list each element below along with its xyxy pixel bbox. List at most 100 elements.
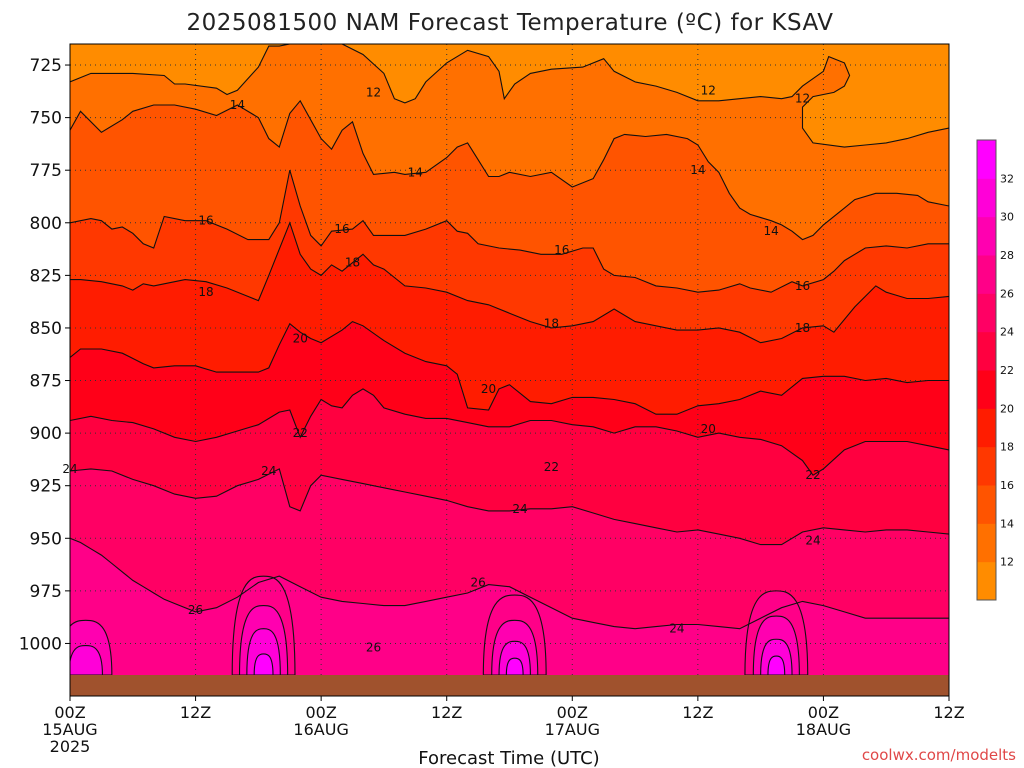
x-tick-label-h48-2: 17AUG <box>545 720 600 739</box>
colorbar-swatch-26 <box>977 255 996 294</box>
warm-core-2-contour-30 <box>760 638 793 676</box>
warm-core-3-contour-28 <box>70 619 113 676</box>
y-tick-label-875: 875 <box>30 372 62 392</box>
colorbar-tick-18: 18 <box>1000 441 1014 454</box>
colorbar-swatch-28 <box>977 216 996 256</box>
contour-label-18-2: 18 <box>544 317 559 331</box>
temperature-fill-layer <box>70 44 949 696</box>
y-tick-label-750: 750 <box>30 109 62 129</box>
colorbar-tick-12: 12 <box>1000 556 1014 569</box>
colorbar-tick-16: 16 <box>1000 479 1014 492</box>
warm-core-1-contour-28 <box>491 619 539 676</box>
y-tick-label-850: 850 <box>30 319 62 339</box>
contour-20 <box>70 320 949 415</box>
warm-core-0-fill-32 <box>254 653 274 675</box>
colorbar-swatch-32 <box>977 140 996 179</box>
chart-title: 2025081500 NAM Forecast Temperature (ºC)… <box>186 10 833 36</box>
warm-core-2-contour-32 <box>767 655 786 676</box>
colorbar-tick-30: 30 <box>1000 211 1014 224</box>
contour-label-16-2: 16 <box>554 243 569 257</box>
y-tick-label-1000: 1000 <box>19 634 62 654</box>
colorbar-swatch-22 <box>977 331 996 371</box>
contour-26 <box>70 537 949 630</box>
warm-core-1-contour-26 <box>482 594 547 676</box>
x-tick-label-h36-1: 12Z <box>431 703 462 722</box>
warm-core-3-contour-30 <box>70 645 103 676</box>
contour-label-20-1: 20 <box>481 382 496 396</box>
contour-label-12-2: 12 <box>795 92 810 106</box>
colorbar-tick-20: 20 <box>1000 402 1014 415</box>
colorbar-tick-32: 32 <box>1000 172 1014 185</box>
grid-layer <box>70 44 949 696</box>
contour-label-24-0: 24 <box>62 462 77 476</box>
contour-layer <box>70 44 949 676</box>
colorbar-swatch-18 <box>977 408 996 448</box>
y-tick-label-950: 950 <box>30 529 62 549</box>
x-tick-label-h0-1: 00Z <box>54 703 85 722</box>
contour-label-24-1: 24 <box>261 464 276 478</box>
contour-label-24-3: 24 <box>805 533 820 547</box>
colorbar-swatch-20 <box>977 370 996 409</box>
y-axis: 725 750 775 800 825 850 875 900 925 950 975 1000 <box>19 56 70 654</box>
warm-core-2-contour-28 <box>752 615 800 676</box>
contour-18 <box>70 221 949 344</box>
colorbar-tick-22: 22 <box>1000 364 1014 377</box>
colorbar-swatch-30 <box>977 178 996 218</box>
contour-label-16-1: 16 <box>334 222 349 236</box>
colorbar-tick-24: 24 <box>1000 326 1014 339</box>
colorbar-swatch-10 <box>977 561 996 601</box>
y-tick-label-825: 825 <box>30 266 62 286</box>
colorbar-swatch-24 <box>977 293 996 333</box>
contour-label-12-1: 12 <box>701 83 716 97</box>
contour-label-14-3: 14 <box>763 224 778 238</box>
x-tick-label-h24-1: 00Z <box>305 703 336 722</box>
contour-label-12-0: 12 <box>366 85 381 99</box>
warm-core-1-contour-32 <box>505 657 524 676</box>
y-tick-label-725: 725 <box>30 56 62 76</box>
contour-label-18-1: 18 <box>345 256 360 270</box>
warm-core-1-contour-30 <box>498 640 531 676</box>
y-tick-label-800: 800 <box>30 214 62 234</box>
contour-label-26-0: 26 <box>188 603 203 617</box>
contour-label-16-3: 16 <box>795 279 810 293</box>
x-tick-label-h24-2: 16AUG <box>293 720 348 739</box>
contour-label-26-1: 26 <box>470 575 485 589</box>
y-tick-label-975: 975 <box>30 582 62 602</box>
colorbar-frame <box>976 139 997 601</box>
ground-surface <box>70 675 949 696</box>
contour-label-extra-1: 26 <box>366 641 381 655</box>
contour-label-18-0: 18 <box>198 285 213 299</box>
credit-text: coolwx.com/modelts <box>862 746 1016 764</box>
colorbar-swatch-12 <box>977 523 996 563</box>
contour-12 <box>70 44 949 148</box>
warm-core-2-contour-26 <box>744 590 809 676</box>
x-tick-label-h48-1: 00Z <box>557 703 588 722</box>
x-axis-label: Forecast Time (UTC) <box>418 748 599 768</box>
warm-core-0-contour-26 <box>231 575 296 676</box>
warm-core-3-fill-30 <box>70 645 103 675</box>
contour-label-16-0: 16 <box>198 214 213 228</box>
colorbar-swatch-14 <box>977 485 996 524</box>
warm-core-0-contour-30 <box>246 628 281 676</box>
x-tick-label-h84-1: 12Z <box>933 703 964 722</box>
plot-area <box>70 44 949 696</box>
contour-16 <box>70 170 949 293</box>
contour-24 <box>70 468 949 546</box>
y-tick-label-900: 900 <box>30 424 62 444</box>
contour-label-24-2: 24 <box>512 502 527 516</box>
colorbar-tick-28: 28 <box>1000 249 1014 262</box>
plot-frame <box>69 43 950 697</box>
contour-label-22-1: 22 <box>544 460 559 474</box>
x-tick-label-h12-1: 12Z <box>180 703 211 722</box>
x-tick-label-h0-2: 15AUG <box>42 720 97 739</box>
contour-14 <box>70 99 949 241</box>
contour-label-14-1: 14 <box>408 165 423 179</box>
contour-label-18-3: 18 <box>795 321 810 335</box>
colorbar: 12 14 16 18 20 22 24 26 28 30 32 <box>976 139 1014 601</box>
contour-label-14-2: 14 <box>690 163 705 177</box>
contour-label-20-2: 20 <box>701 422 716 436</box>
warm-core-2-fill-32 <box>767 656 785 675</box>
colorbar-tick-26: 26 <box>1000 287 1014 300</box>
contour-label-layer: 12 12 12 14 14 14 14 16 16 16 16 18 18 18 18 20 20 20 22 22… <box>62 83 820 654</box>
x-tick-label-h72-1: 00Z <box>808 703 839 722</box>
